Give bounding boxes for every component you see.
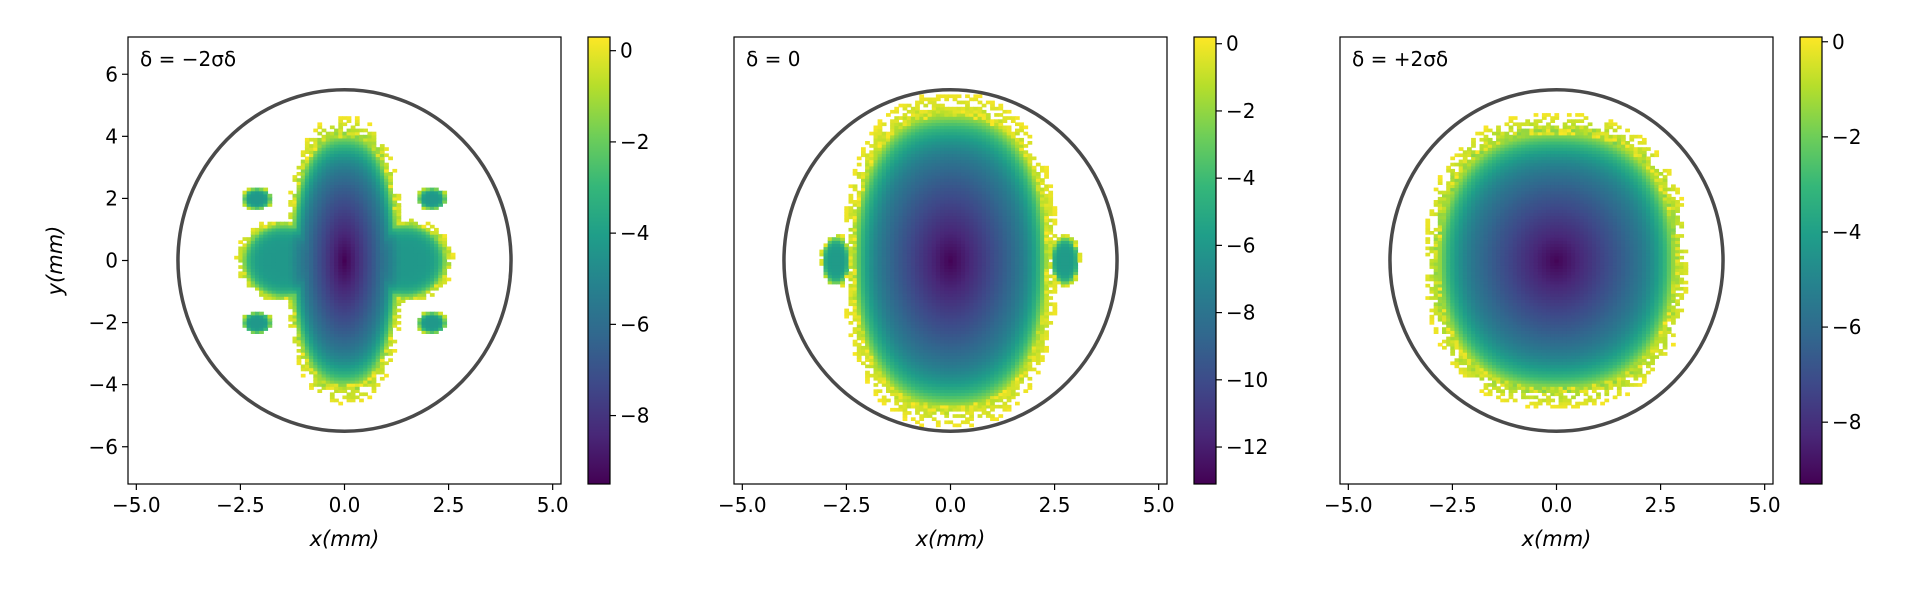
colorbar-tick-label: −2 — [620, 130, 649, 154]
x-axis-label: x(mm) — [915, 527, 986, 551]
aperture-boundary — [782, 88, 1119, 433]
colorbar: 0 −2 −4 −6 −8 — [1799, 30, 1861, 485]
x-tick-label: 0.0 — [935, 493, 967, 517]
x-tick-label: −2.5 — [1428, 493, 1477, 517]
x-axis-label: x(mm) — [309, 527, 380, 551]
y-tick-label: 4 — [105, 124, 118, 148]
colorbar-gradient — [1193, 36, 1217, 485]
x-tick-label: 5.0 — [1749, 493, 1781, 517]
y-tick-label: 0 — [105, 249, 118, 273]
x-tick-label: 0.0 — [329, 493, 361, 517]
x-tick-label: 5.0 — [1143, 493, 1175, 517]
colorbar-tick-label: −10 — [1226, 368, 1268, 392]
aperture-boundary — [176, 88, 513, 433]
colorbar: 0 −2 −4 −6 −8 −10 −12 — [1193, 32, 1268, 485]
y-tick-label: −2 — [89, 311, 118, 335]
panel-annotation: δ = −2σδ — [140, 47, 236, 71]
y-tick-label: −4 — [89, 373, 118, 397]
x-tick-label: 5.0 — [537, 493, 569, 517]
colorbar-tick-label: −6 — [1832, 315, 1861, 339]
x-tick-label: 0.0 — [1541, 493, 1573, 517]
x-axis-label: x(mm) — [1521, 527, 1592, 551]
colorbar-tick-label: −4 — [1226, 166, 1255, 190]
x-tick-label: 2.5 — [1039, 493, 1071, 517]
y-tick-label: 2 — [105, 186, 118, 210]
aperture-boundary — [1388, 88, 1725, 433]
colorbar-tick-label: −8 — [1226, 301, 1255, 325]
colorbar: 0 −2 −4 −6 −8 — [587, 36, 649, 485]
colorbar-tick-label: −6 — [620, 312, 649, 336]
panel-annotation: δ = 0 — [746, 47, 800, 71]
colorbar-tick-label: −8 — [620, 404, 649, 428]
colorbar-tick-label: −2 — [1832, 125, 1861, 149]
x-tick-label: −5.0 — [1324, 493, 1373, 517]
panel-2: −5.0 −2.5 0.0 2.5 5.0 x(mm) δ = 0 0 −2 −4 −6 −8 −10 −… — [718, 32, 1268, 551]
colorbar-tick-label: 0 — [1226, 32, 1239, 56]
colorbar-tick-label: −12 — [1226, 435, 1268, 459]
colorbar-tick-label: −4 — [620, 221, 649, 245]
x-tick-label: −5.0 — [718, 493, 767, 517]
colorbar-tick-label: −4 — [1832, 220, 1861, 244]
colorbar-tick-label: −8 — [1832, 410, 1861, 434]
colorbar-gradient — [1799, 36, 1823, 485]
x-tick-label: 2.5 — [433, 493, 465, 517]
colorbar-tick-label: −2 — [1226, 99, 1255, 123]
x-tick-label: −2.5 — [216, 493, 265, 517]
panel-annotation: δ = +2σδ — [1352, 47, 1448, 71]
panel-1: −5.0 −2.5 0.0 2.5 5.0 −6 −4 −2 0 2 4 6 x(mm) y(mm) δ =… — [43, 36, 649, 551]
x-tick-label: 2.5 — [1645, 493, 1677, 517]
colorbar-tick-label: 0 — [620, 39, 633, 63]
colorbar-gradient — [587, 36, 611, 485]
heatmap-cells — [234, 116, 456, 406]
heatmap-cells — [819, 94, 1083, 428]
x-tick-label: −2.5 — [822, 493, 871, 517]
colorbar-tick-label: 0 — [1832, 30, 1845, 54]
y-axis-label: y(mm) — [43, 226, 67, 297]
y-tick-label: −6 — [89, 435, 118, 459]
panel-3: −5.0 −2.5 0.0 2.5 5.0 x(mm) δ = +2σδ 0 −2 −4 −6 −8 — [1324, 30, 1861, 551]
y-tick-label: 6 — [105, 62, 118, 86]
colorbar-tick-label: −6 — [1226, 233, 1255, 257]
heatmap-cells — [1425, 113, 1689, 409]
x-tick-label: −5.0 — [112, 493, 161, 517]
